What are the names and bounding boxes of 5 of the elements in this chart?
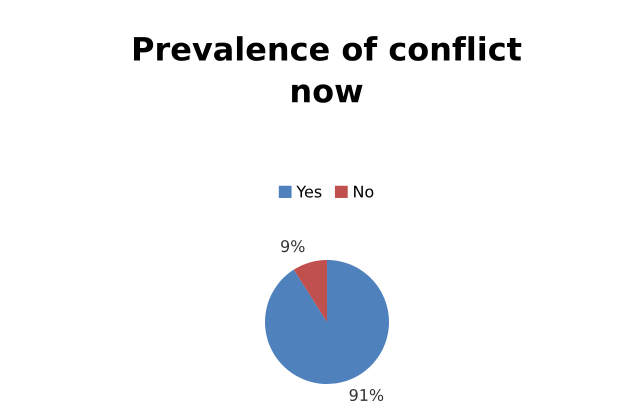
chart-title: Prevalence of conflict now xyxy=(134,36,522,103)
data-label: 91% xyxy=(350,388,384,402)
data-label: 9% xyxy=(281,240,304,252)
legend-label: No xyxy=(354,186,374,198)
legend-label: Yes xyxy=(296,186,322,198)
